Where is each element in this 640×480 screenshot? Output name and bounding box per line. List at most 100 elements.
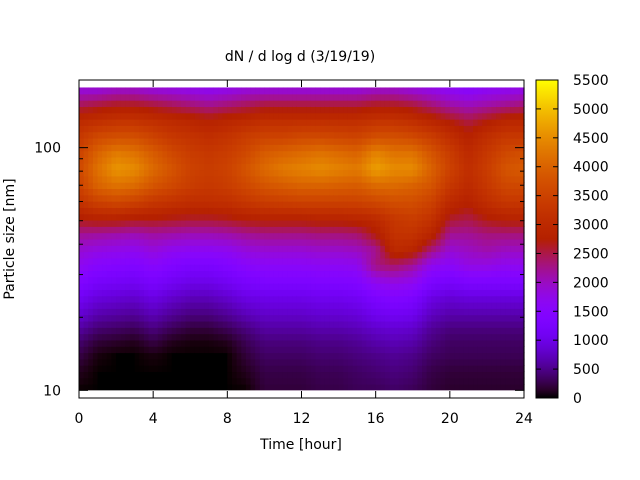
heatmap-cell xyxy=(204,339,210,347)
heatmap-cell xyxy=(510,352,516,360)
heatmap-cell xyxy=(125,320,131,328)
heatmap-cell xyxy=(482,257,488,265)
heatmap-cell xyxy=(468,352,474,360)
heatmap-cell xyxy=(167,238,173,246)
heatmap-cell xyxy=(310,219,317,227)
heatmap-cell xyxy=(199,270,205,278)
heatmap-cell xyxy=(185,144,191,152)
heatmap-cell xyxy=(477,226,483,234)
heatmap-cell xyxy=(468,276,474,284)
heatmap-cell xyxy=(380,365,386,373)
heatmap-cell xyxy=(153,352,159,360)
heatmap-cell xyxy=(134,358,140,366)
heatmap-cell xyxy=(454,169,460,177)
heatmap-cell xyxy=(338,150,344,158)
heatmap-cell xyxy=(514,163,520,171)
heatmap-cell xyxy=(194,137,201,145)
heatmap-cell xyxy=(408,226,414,234)
heatmap-cell xyxy=(222,308,228,316)
heatmap-cell xyxy=(264,333,270,341)
heatmap-cell xyxy=(431,232,437,240)
heatmap-cell xyxy=(241,270,247,278)
heatmap-cell xyxy=(329,352,335,360)
heatmap-cell xyxy=(102,257,108,265)
heatmap-cell xyxy=(292,106,298,114)
heatmap-cell xyxy=(306,219,312,227)
heatmap-cell xyxy=(213,156,219,164)
heatmap-cell xyxy=(347,327,354,335)
heatmap-cell xyxy=(199,232,205,240)
heatmap-cell xyxy=(482,251,488,259)
heatmap-cell xyxy=(491,308,497,316)
heatmap-cell xyxy=(403,219,409,227)
heatmap-cell xyxy=(180,131,187,139)
heatmap-cell xyxy=(213,188,219,196)
heatmap-cell xyxy=(519,245,525,253)
heatmap-cell xyxy=(222,131,228,139)
heatmap-cell xyxy=(347,188,354,196)
heatmap-cell xyxy=(468,226,474,234)
heatmap-cell xyxy=(176,333,182,341)
heatmap-cell xyxy=(250,314,256,322)
heatmap-cell xyxy=(449,219,456,227)
heatmap-cell xyxy=(88,238,94,246)
heatmap-cell xyxy=(194,327,201,335)
heatmap-cell xyxy=(129,182,136,190)
heatmap-cell xyxy=(477,156,483,164)
heatmap-cell xyxy=(445,119,451,126)
heatmap-cell xyxy=(269,327,275,335)
heatmap-cell xyxy=(417,144,423,152)
heatmap-cell xyxy=(306,163,312,171)
heatmap-cell xyxy=(422,144,428,152)
heatmap-cell xyxy=(83,207,89,215)
heatmap-cell xyxy=(473,333,479,341)
heatmap-cell xyxy=(88,137,94,145)
heatmap-cell xyxy=(287,87,293,95)
heatmap-cell xyxy=(296,302,303,309)
heatmap-cell xyxy=(347,213,354,221)
heatmap-cell xyxy=(482,352,488,360)
heatmap-cell xyxy=(426,302,432,309)
heatmap-cell xyxy=(329,163,335,171)
heatmap-cell xyxy=(282,150,289,158)
heatmap-cell xyxy=(259,100,266,107)
heatmap-cell xyxy=(194,169,201,177)
heatmap-cell xyxy=(473,320,479,328)
heatmap-cell xyxy=(245,100,252,107)
heatmap-cell xyxy=(199,213,205,221)
heatmap-cell xyxy=(301,377,307,385)
heatmap-cell xyxy=(208,384,215,391)
heatmap-cell xyxy=(343,226,349,234)
heatmap-cell xyxy=(491,137,497,145)
heatmap-cell xyxy=(496,352,502,360)
heatmap-cell xyxy=(408,169,414,177)
heatmap-cell xyxy=(431,327,437,335)
heatmap-cell xyxy=(282,131,289,139)
heatmap-cell xyxy=(408,339,414,347)
heatmap-cell xyxy=(491,365,497,373)
heatmap-cell xyxy=(255,156,261,164)
heatmap-cell xyxy=(519,213,525,221)
heatmap-cell xyxy=(315,283,321,290)
heatmap-cell xyxy=(491,169,497,177)
heatmap-cell xyxy=(366,201,372,208)
heatmap-cell xyxy=(287,156,293,164)
heatmap-cell xyxy=(343,119,349,126)
heatmap-cell xyxy=(185,169,191,177)
heatmap-cell xyxy=(204,377,210,385)
heatmap-cell xyxy=(153,339,159,347)
heatmap-cell xyxy=(384,264,391,272)
heatmap-cell xyxy=(218,365,224,373)
heatmap-cell xyxy=(510,276,516,284)
heatmap-cell xyxy=(208,144,215,152)
heatmap-cell xyxy=(92,251,99,259)
heatmap-cell xyxy=(190,308,196,316)
heatmap-cell xyxy=(403,352,409,360)
heatmap-cell xyxy=(449,93,456,101)
heatmap-cell xyxy=(106,232,113,240)
heatmap-cell xyxy=(482,339,488,347)
heatmap-cell xyxy=(384,150,391,158)
heatmap-cell xyxy=(329,308,335,316)
heatmap-cell xyxy=(171,163,177,171)
